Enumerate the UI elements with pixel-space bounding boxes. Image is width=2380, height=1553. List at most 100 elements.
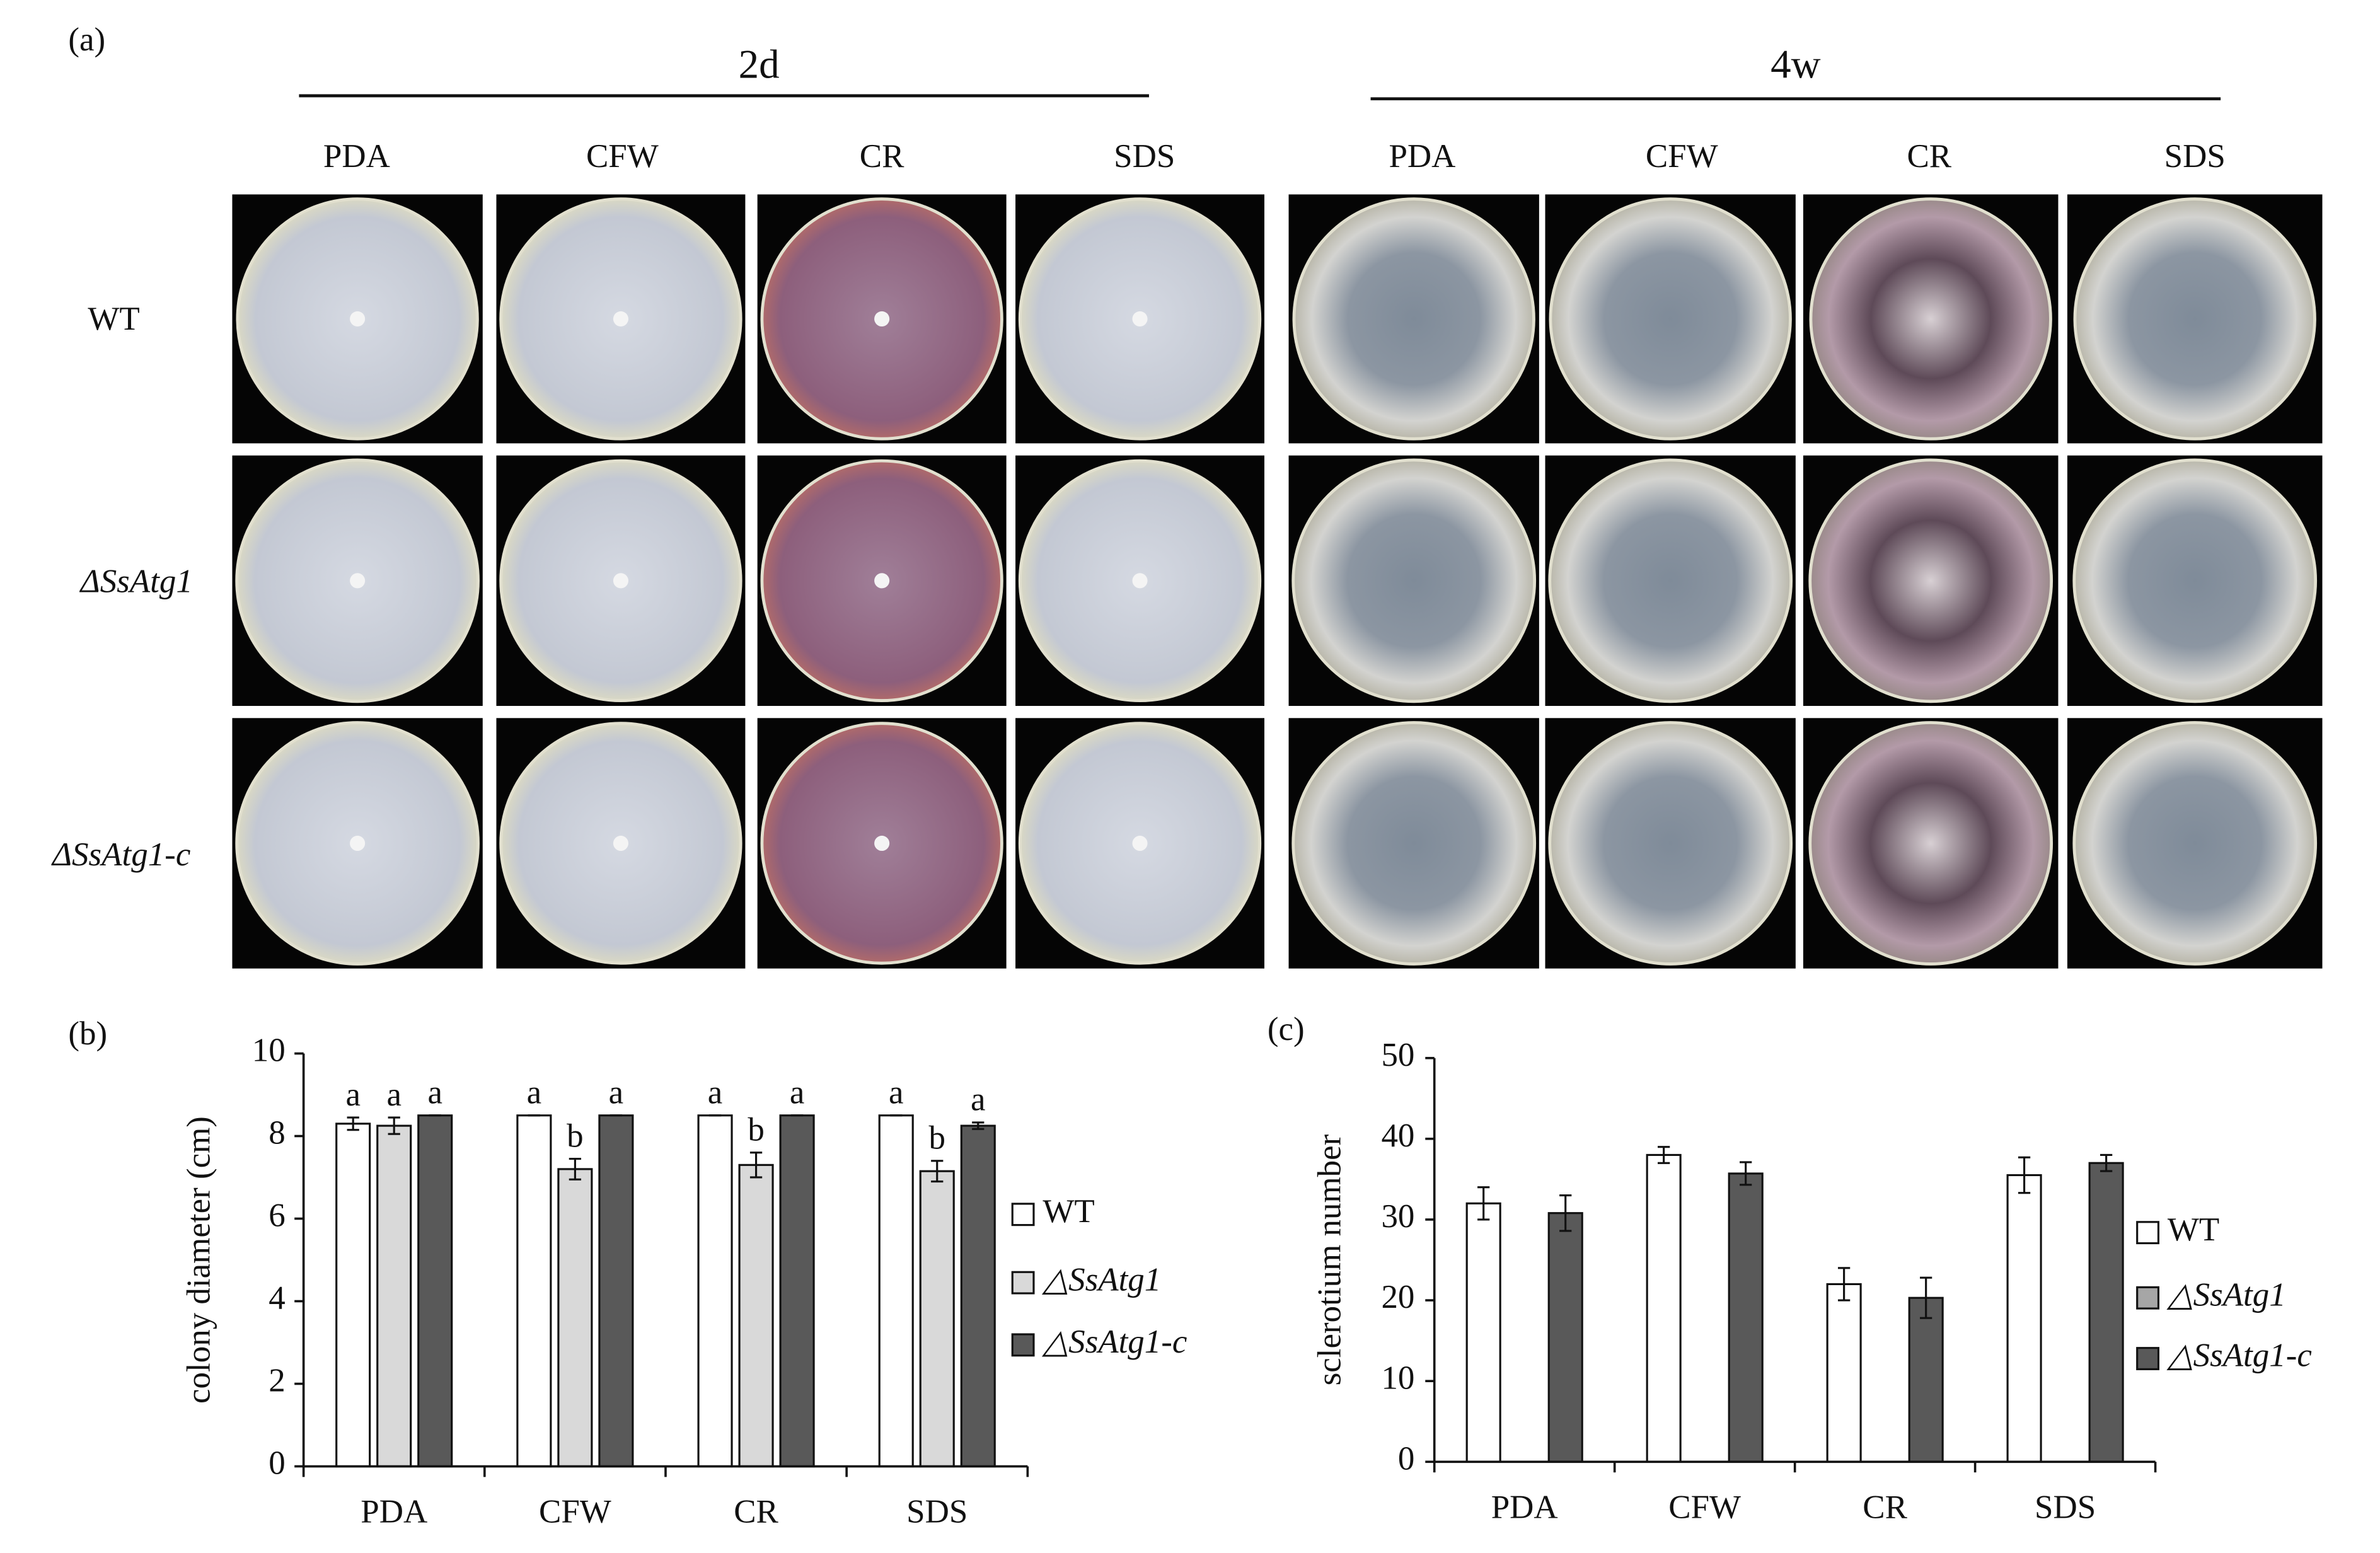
plate xyxy=(2073,197,2316,441)
y-tick-label: 50 xyxy=(1381,1037,1414,1073)
plate xyxy=(2072,721,2318,966)
inoculum xyxy=(1132,835,1148,851)
plate xyxy=(1808,458,2054,703)
bar xyxy=(598,1114,634,1468)
significance-letter: b xyxy=(567,1117,583,1154)
bar xyxy=(335,1123,371,1468)
plate xyxy=(1291,721,1537,966)
bar xyxy=(1646,1153,1682,1463)
column-label: PDA xyxy=(1389,138,1455,175)
significance-letter: a xyxy=(427,1075,442,1111)
inoculum xyxy=(613,311,628,326)
group-label: 2d xyxy=(739,42,780,88)
x-tick-label: CR xyxy=(734,1494,778,1530)
y-tick-label: 4 xyxy=(269,1280,285,1317)
bar xyxy=(878,1114,914,1468)
legend-swatch xyxy=(1011,1333,1035,1357)
bar xyxy=(1728,1172,1764,1463)
significance-letter: b xyxy=(748,1112,764,1148)
y-tick-label: 10 xyxy=(1381,1360,1414,1396)
x-tick-label: PDA xyxy=(1491,1489,1558,1526)
y-tick-label: 30 xyxy=(1381,1198,1414,1235)
inoculum xyxy=(350,835,366,851)
x-tick-label: CFW xyxy=(539,1494,611,1530)
plate xyxy=(1549,197,1792,441)
bar xyxy=(738,1163,774,1468)
inoculum xyxy=(874,835,890,851)
plate xyxy=(1809,197,2052,441)
plate xyxy=(1548,721,1793,966)
inoculum xyxy=(613,573,628,589)
legend-label: WT xyxy=(1043,1193,1094,1230)
column-label: CFW xyxy=(1646,138,1718,175)
legend-swatch xyxy=(2136,1347,2159,1370)
significance-letter: a xyxy=(386,1077,401,1113)
bar xyxy=(1465,1202,1501,1463)
x-tick-label: PDA xyxy=(361,1494,427,1530)
column-label: SDS xyxy=(1114,138,1175,175)
panel-label: (b) xyxy=(68,1015,107,1052)
bar xyxy=(376,1124,412,1468)
bar xyxy=(1547,1212,1583,1463)
bar xyxy=(2006,1174,2042,1463)
bar xyxy=(960,1124,996,1468)
x-tick-label: CFW xyxy=(1668,1489,1741,1526)
column-label: CR xyxy=(1907,138,1951,175)
plate-grid xyxy=(232,194,2323,969)
bar xyxy=(417,1114,453,1468)
plate xyxy=(2072,458,2318,703)
bar xyxy=(1826,1283,1862,1463)
inoculum xyxy=(1132,573,1148,589)
inoculum xyxy=(613,835,628,851)
row-label: WT xyxy=(88,301,139,337)
significance-letter: a xyxy=(708,1075,723,1111)
bar xyxy=(1908,1296,1944,1463)
panel-label: (c) xyxy=(1268,1011,1305,1048)
inoculum xyxy=(350,573,366,589)
inoculum xyxy=(1132,311,1148,326)
inoculum xyxy=(350,311,366,326)
y-tick-label: 10 xyxy=(252,1032,286,1069)
significance-letter: a xyxy=(609,1075,624,1111)
plate xyxy=(1548,458,1793,703)
column-label: PDA xyxy=(323,138,390,175)
bar xyxy=(557,1168,593,1468)
y-tick-label: 0 xyxy=(1398,1440,1414,1477)
inoculum xyxy=(874,311,890,326)
legend-swatch xyxy=(2136,1286,2159,1310)
y-tick-label: 2 xyxy=(269,1363,285,1399)
legend-swatch xyxy=(2136,1221,2159,1245)
group-label: 4w xyxy=(1771,42,1821,88)
column-label: SDS xyxy=(2164,138,2226,175)
legend-swatch xyxy=(1011,1203,1035,1227)
legend-label: WT xyxy=(2168,1211,2219,1248)
bar xyxy=(919,1170,955,1468)
significance-letter: a xyxy=(889,1075,904,1111)
x-tick-label: SDS xyxy=(906,1494,968,1530)
y-tick-label: 20 xyxy=(1381,1279,1414,1315)
x-tick-label: SDS xyxy=(2035,1489,2096,1526)
significance-letter: b xyxy=(928,1120,945,1157)
legend-label: △SsAtg1-c xyxy=(1041,1324,1187,1360)
bar xyxy=(516,1114,552,1468)
significance-letter: a xyxy=(345,1077,361,1113)
legend-label: △SsAtg1-c xyxy=(2166,1337,2312,1374)
y-axis-label: sclerotium number xyxy=(1312,1134,1348,1385)
bar xyxy=(2088,1162,2124,1463)
bar xyxy=(697,1114,733,1468)
legend-swatch xyxy=(1011,1271,1035,1295)
significance-letter: a xyxy=(790,1075,805,1111)
bar xyxy=(779,1114,815,1468)
y-tick-label: 0 xyxy=(269,1445,285,1482)
plate xyxy=(1808,721,2054,966)
plate xyxy=(1292,197,1535,441)
y-tick-label: 40 xyxy=(1381,1117,1414,1154)
y-tick-label: 6 xyxy=(269,1198,285,1234)
y-axis-label: colony diameter (cm) xyxy=(180,1116,217,1404)
row-label: ΔSsAtg1-c xyxy=(51,836,190,873)
column-label: CFW xyxy=(586,138,659,175)
plate xyxy=(1291,458,1537,703)
column-label: CR xyxy=(860,138,904,175)
significance-letter: a xyxy=(971,1082,986,1118)
